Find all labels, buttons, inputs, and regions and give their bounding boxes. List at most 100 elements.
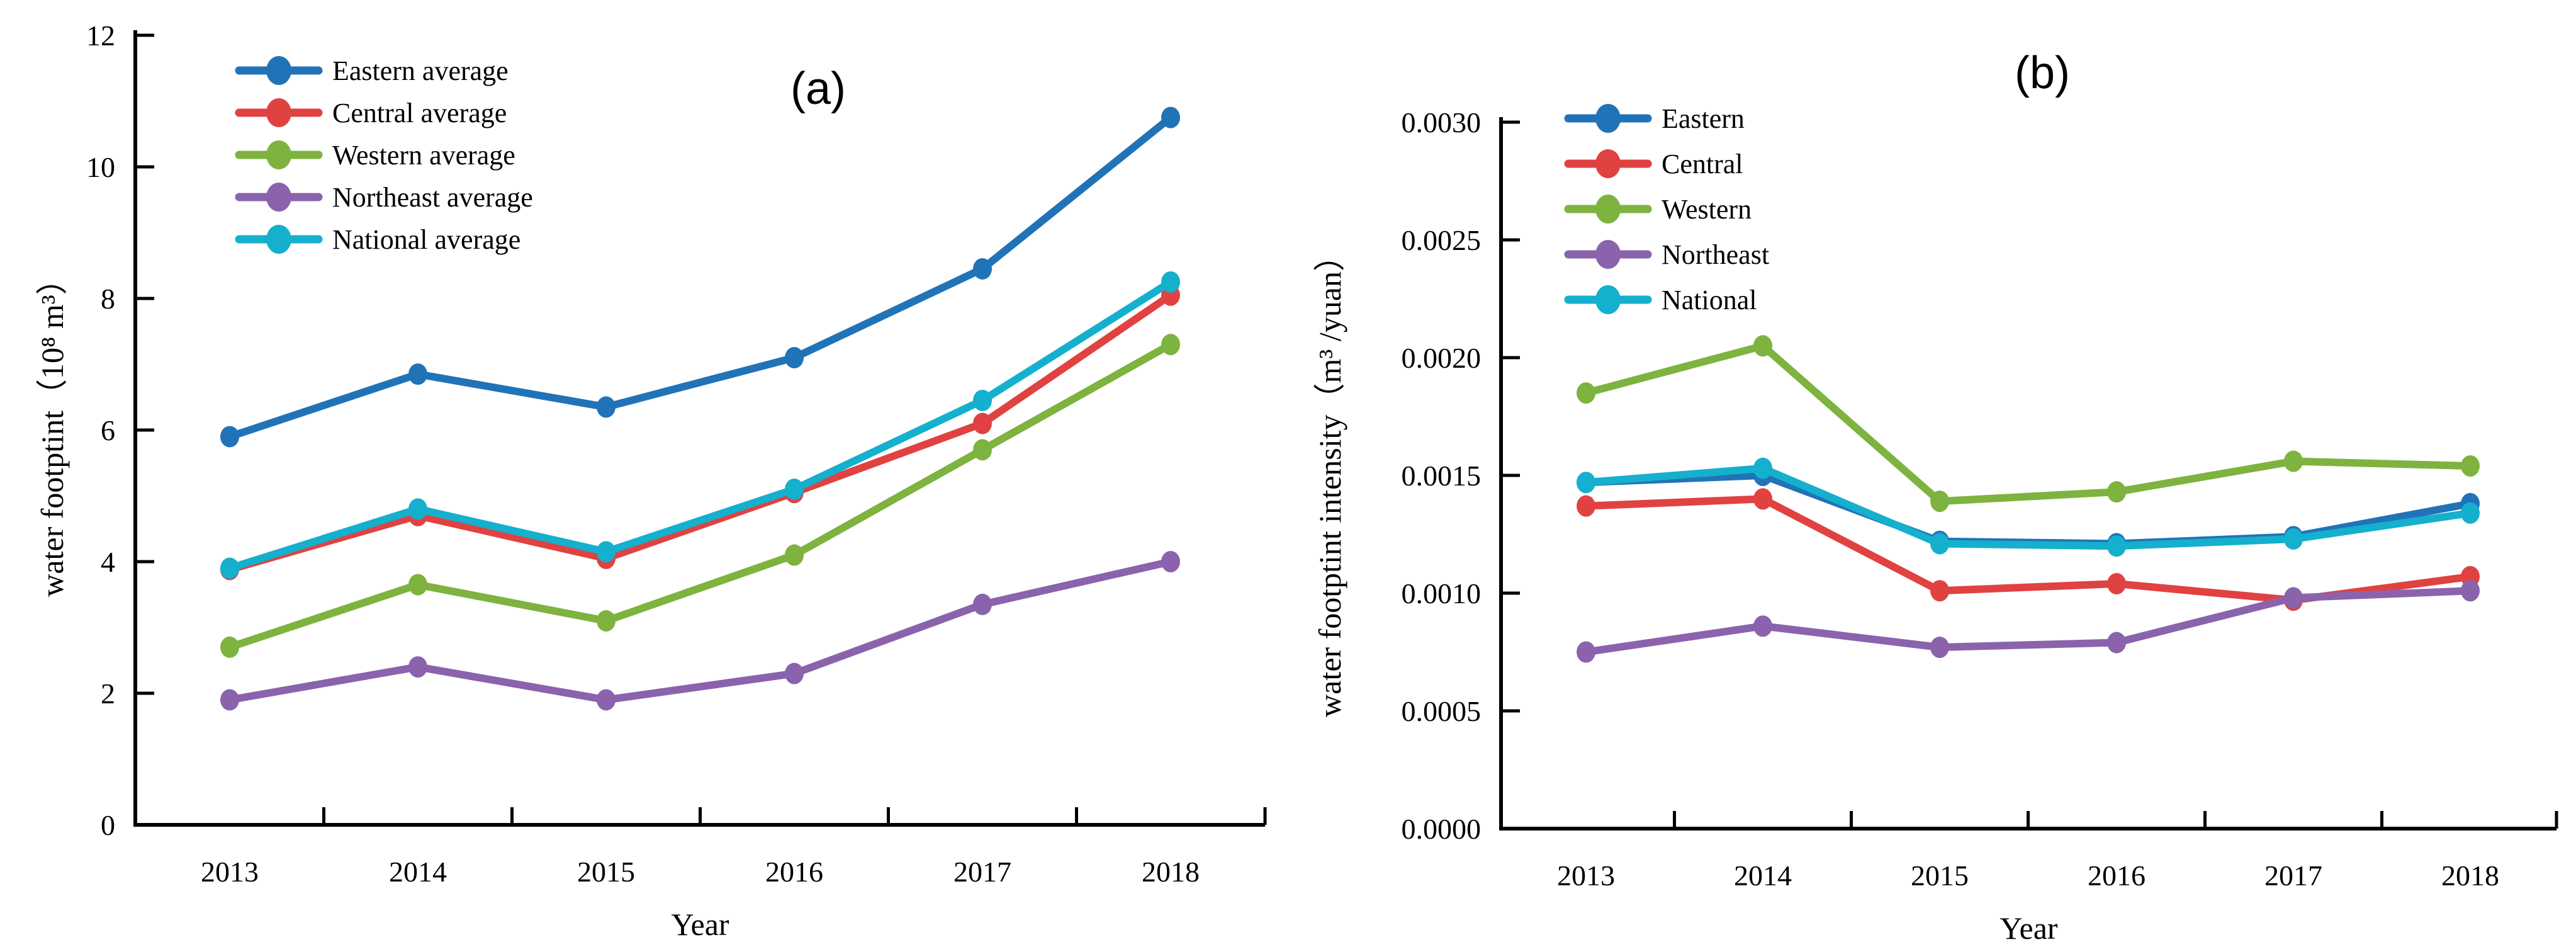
data-point: [1577, 641, 1595, 663]
legend-marker-dot: [1595, 285, 1621, 314]
legend-marker-dot: [266, 225, 291, 254]
data-point: [408, 498, 427, 520]
legend-marker-dot: [266, 98, 291, 127]
panel-b-chart: 0.0000 0.0005 0.0010 0.0015 0.0020 0.0025 0.00…: [1312, 48, 2558, 946]
data-point: [2284, 587, 2303, 609]
data-point: [220, 689, 239, 711]
legend-item: Central: [1564, 149, 1743, 179]
data-point: [408, 574, 427, 596]
y-tick-label: 0.0025: [1402, 224, 1482, 256]
y-tick-label: 0.0030: [1402, 106, 1482, 139]
series-line: [1582, 495, 2474, 604]
data-point: [2284, 450, 2303, 472]
data-point: [2107, 573, 2126, 595]
data-point: [597, 610, 616, 632]
data-point: [408, 656, 427, 678]
series-line: [1582, 587, 2474, 656]
data-point: [1753, 488, 1772, 510]
data-point: [1161, 106, 1180, 128]
series-line: [226, 341, 1174, 651]
legend-marker-dot: [266, 140, 291, 169]
legend-marker-dot: [266, 183, 291, 212]
series-northeast: [1577, 580, 2480, 663]
data-point: [1930, 580, 1949, 602]
panel-a-chart: 0 2 4 6 8 10 12 2013 2014 2015 2016 2017 2018 Year wat…: [35, 20, 1267, 942]
x-tick-label: 2015: [577, 856, 635, 888]
data-point: [785, 479, 804, 501]
legend-marker-dot: [1595, 104, 1621, 133]
data-point: [1930, 491, 1949, 513]
data-point: [1577, 382, 1595, 404]
series-eastern-average: [220, 106, 1180, 448]
x-tick-label: 2013: [201, 856, 259, 888]
x-tick-label: 2015: [1911, 859, 1969, 892]
data-point: [973, 593, 992, 615]
legend-item: Eastern: [1564, 103, 1745, 134]
data-point: [1577, 495, 1595, 517]
panel-label: (b): [2015, 48, 2070, 98]
series-line: [226, 558, 1174, 704]
y-tick-label: 0.0000: [1402, 813, 1482, 845]
series-western: [1577, 335, 2480, 513]
x-tick-label: 2016: [2088, 859, 2146, 892]
y-tick-label: 10: [86, 151, 115, 183]
data-point: [1161, 551, 1180, 572]
legend-label: National: [1662, 285, 1757, 315]
data-point: [1930, 637, 1949, 659]
series-line: [1582, 342, 2474, 506]
data-point: [973, 258, 992, 280]
y-tick-label: 0.0015: [1402, 460, 1482, 492]
data-point: [785, 544, 804, 566]
data-point: [1161, 334, 1180, 356]
legend-label: Western: [1662, 194, 1752, 225]
y-tick-label: 6: [101, 414, 115, 446]
legend-label: Central average: [332, 98, 507, 128]
series-line: [226, 278, 1174, 572]
data-point: [408, 363, 427, 385]
legend-item: National average: [235, 224, 520, 255]
data-point: [973, 439, 992, 461]
legend-marker-dot: [266, 56, 291, 85]
data-point: [220, 636, 239, 658]
data-point: [1753, 457, 1772, 479]
data-point: [785, 662, 804, 684]
x-tick-label: 2018: [1142, 856, 1200, 888]
data-point: [2461, 502, 2480, 524]
legend-item: Eastern average: [235, 55, 509, 86]
data-point: [785, 347, 804, 369]
legend-label: National average: [332, 224, 520, 255]
data-point: [597, 396, 616, 418]
series-national-average: [220, 271, 1180, 579]
axes: 0.0000 0.0005 0.0010 0.0015 0.0020 0.0025 0.00…: [1402, 106, 2558, 845]
data-point: [2284, 528, 2303, 550]
panel-label: (a): [790, 64, 846, 114]
x-tick-label: 2016: [765, 856, 823, 888]
legend-marker-dot: [1595, 240, 1621, 269]
y-tick-label: 8: [101, 283, 115, 315]
x-tick-label: 2018: [2441, 859, 2499, 892]
series-line: [1582, 464, 2474, 550]
series-western-average: [220, 334, 1180, 658]
y-axis-title: water footptint（10⁸ m³）: [35, 263, 70, 597]
x-axis-title: Year: [671, 907, 729, 942]
data-point: [973, 389, 992, 411]
y-tick-label: 0.0005: [1402, 695, 1482, 727]
legend-label: Eastern average: [332, 55, 509, 86]
legend-item: Central average: [235, 98, 507, 128]
legend-label: Northeast average: [332, 182, 533, 213]
legend-marker-dot: [1595, 195, 1621, 224]
y-tick-label: 12: [86, 20, 115, 52]
x-tick-label: 2014: [1734, 859, 1792, 892]
panel-a: 0 2 4 6 8 10 12 2013 2014 2015 2016 2017 2018 Year wat…: [35, 20, 1267, 942]
x-tick-label: 2013: [1557, 859, 1615, 892]
legend-label: Northeast: [1662, 239, 1769, 270]
data-point: [2107, 535, 2126, 557]
data-point: [1753, 335, 1772, 357]
legend-label: Western average: [332, 140, 515, 171]
series-line: [226, 113, 1174, 441]
data-point: [1930, 533, 1949, 555]
legend-item: Western: [1564, 194, 1752, 225]
legend-marker-dot: [1595, 149, 1621, 178]
data-point: [1577, 472, 1595, 494]
x-tick-label: 2017: [953, 856, 1011, 888]
